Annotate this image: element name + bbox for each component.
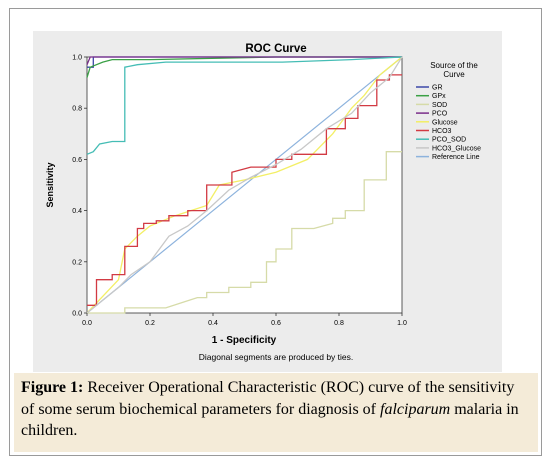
x-tick-label: 0.0 bbox=[82, 320, 92, 327]
x-tick-label: 0.8 bbox=[334, 320, 344, 327]
legend-label-pco: PCO bbox=[432, 111, 448, 118]
caption-italic-term: falciparum bbox=[380, 400, 451, 418]
series-line-sod bbox=[87, 151, 402, 314]
y-tick-label: 0.6 bbox=[72, 157, 82, 164]
x-tick-label: 1.0 bbox=[397, 320, 407, 327]
caption-text-1: Receiver Operational Characteristic (ROC… bbox=[21, 379, 515, 418]
x-axis-label: 1 - Specificity bbox=[212, 335, 277, 346]
x-tick-label: 0.2 bbox=[145, 320, 155, 327]
y-tick-label: 0.2 bbox=[72, 259, 82, 266]
legend-label-pco-sod: PCO_SOD bbox=[432, 137, 466, 144]
series-line-hco3 bbox=[87, 74, 402, 306]
y-axis-ticks: 0.0 0.2 0.4 0.6 0.8 1.0 bbox=[72, 55, 87, 318]
y-tick-label: 1.0 bbox=[72, 55, 82, 62]
series-layer bbox=[86, 56, 403, 314]
legend-label-hco3: HCO3 bbox=[432, 128, 452, 135]
legend-title-line-2: Curve bbox=[443, 70, 465, 79]
legend-label-hco3-glucose: HCO3_Glucose bbox=[432, 145, 481, 152]
series-line-glucose bbox=[86, 56, 403, 314]
legend-label-gr: GR bbox=[432, 85, 443, 92]
series-line-reference-line bbox=[86, 56, 403, 314]
y-tick-label: 0.8 bbox=[72, 106, 82, 113]
figure-caption: Figure 1: Receiver Operational Character… bbox=[21, 377, 531, 442]
x-tick-label: 0.6 bbox=[271, 320, 281, 327]
legend-title-line-1: Source of the bbox=[430, 61, 478, 70]
legend-label-reference-line: Reference Line bbox=[432, 154, 480, 161]
legend-label-glucose: Glucose bbox=[432, 119, 458, 126]
x-tick-label: 0.4 bbox=[208, 320, 218, 327]
legend-label-sod: SOD bbox=[432, 102, 447, 109]
x-axis-ticks: 0.0 0.2 0.4 0.6 0.8 1.0 bbox=[82, 313, 407, 327]
y-tick-label: 0.4 bbox=[72, 208, 82, 215]
series-line-pco-sod bbox=[86, 56, 403, 155]
caption-background bbox=[14, 373, 538, 452]
footnote: Diagonal segments are produced by ties. bbox=[199, 352, 354, 362]
chart-title: ROC Curve bbox=[245, 43, 306, 55]
caption-text-2: malaria in children. bbox=[21, 400, 519, 440]
y-axis-label: Sensitivity bbox=[45, 162, 55, 207]
series-line-pco bbox=[86, 56, 402, 65]
legend-label-gpx: GPx bbox=[432, 93, 446, 100]
series-line-hco3-glucose bbox=[86, 56, 403, 314]
y-tick-label: 0.0 bbox=[72, 311, 82, 318]
figure-label: Figure 1: bbox=[21, 379, 84, 396]
